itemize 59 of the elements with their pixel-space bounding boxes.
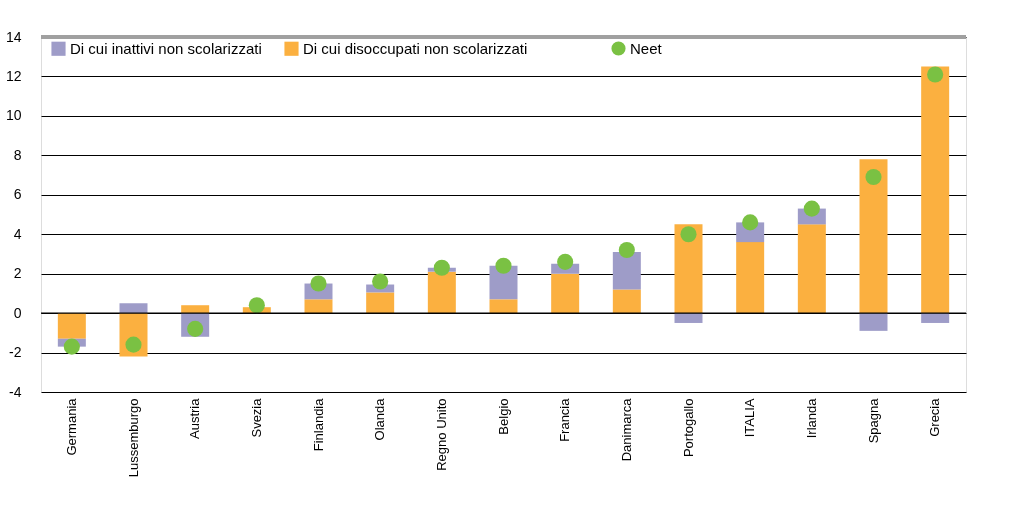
x-tick-label: Lussemburgo	[125, 398, 141, 478]
y-tick-label: 6	[13, 186, 22, 203]
bar	[304, 299, 333, 314]
x-tick-label: Austria	[187, 397, 203, 439]
bar	[921, 66, 950, 314]
x-tick-label: Danimarca	[618, 397, 634, 462]
point	[495, 257, 512, 274]
x-tick-label: Regno Unito	[433, 398, 449, 471]
x-tick-label: Spagna	[865, 397, 881, 444]
x-tick-label: Portogallo	[680, 398, 696, 458]
point	[742, 214, 759, 231]
point	[865, 168, 882, 186]
y-tick-label: 14	[5, 28, 22, 45]
bar	[921, 313, 950, 323]
x-tick-label: Belgio	[495, 398, 511, 435]
point	[557, 253, 574, 270]
y-tick-label: -2	[9, 344, 22, 361]
bar	[859, 159, 888, 314]
x-tick-label: Olanda	[372, 397, 388, 441]
x-tick-label: Germania	[63, 397, 79, 456]
legend-label: Di cui disoccupati non scolarizzati	[303, 39, 528, 57]
y-tick-label: 2	[13, 265, 22, 282]
y-tick-label: -4	[9, 383, 22, 400]
legend-label: Neet	[630, 39, 663, 57]
bar	[674, 224, 703, 314]
y-tick-label: 12	[5, 67, 22, 84]
x-tick-label: Svezia	[248, 397, 264, 438]
bar	[57, 313, 86, 339]
x-tick-label: ITALIA	[742, 398, 758, 438]
bar	[612, 289, 641, 314]
point	[803, 200, 820, 217]
point	[310, 275, 327, 292]
bar	[797, 224, 826, 314]
point	[433, 259, 450, 276]
bar	[736, 242, 765, 314]
bar	[119, 303, 148, 314]
bar	[427, 271, 456, 314]
bar	[612, 251, 641, 290]
point	[125, 336, 142, 353]
legend-label: Di cui inattivi non scolarizzati	[70, 39, 262, 57]
x-tick-label: Finlandia	[310, 397, 326, 452]
x-tick-label: Irlanda	[803, 397, 819, 439]
point	[927, 66, 944, 83]
point	[680, 226, 697, 243]
y-tick-label: 8	[13, 146, 22, 163]
y-tick-label: 10	[5, 107, 22, 124]
bar	[366, 292, 395, 314]
point	[248, 297, 265, 314]
point	[63, 338, 80, 355]
bar	[859, 313, 888, 331]
point	[618, 241, 635, 259]
bar	[551, 273, 580, 314]
bar	[674, 313, 703, 323]
point	[372, 273, 389, 290]
x-tick-label: Grecia	[927, 397, 943, 437]
x-tick-label: Francia	[557, 397, 573, 442]
y-tick-label: 4	[13, 225, 22, 242]
y-tick-label: 0	[13, 304, 22, 321]
bar	[489, 299, 518, 314]
